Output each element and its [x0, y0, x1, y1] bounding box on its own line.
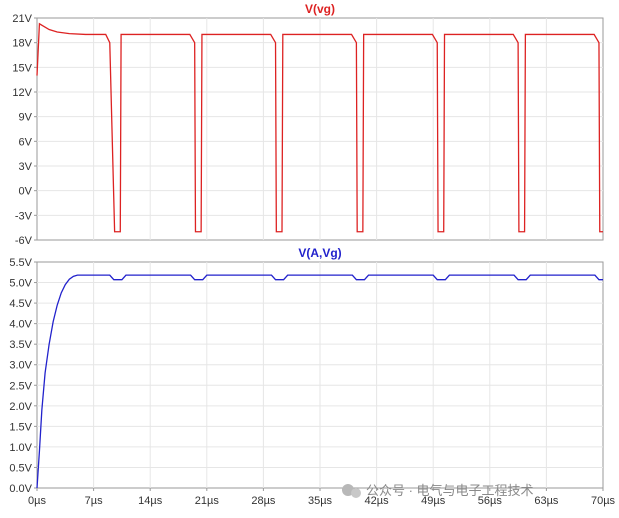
y-tick-label: 1.0V: [9, 442, 32, 454]
bottom-y-tick-labels: 5.5V 5.0V 4.5V 4.0V 3.5V 3.0V 2.5V 2.0V 1.5V 1.0V…: [9, 257, 37, 495]
y-tick-label: 5.5V: [9, 257, 32, 269]
bottom-panel-title: V(A,Vg): [298, 246, 341, 260]
watermark-text: 公众号 · 电气与电子工程技术: [366, 483, 534, 498]
bottom-grid: [37, 262, 603, 488]
x-tick-label: 7µs: [85, 495, 103, 507]
y-tick-label: 1.5V: [9, 421, 32, 433]
y-tick-label: -3V: [15, 210, 33, 222]
top-y-tick-labels: 21V 18V 15V 12V 9V 6V 3V 0V -3V -6V: [12, 13, 37, 247]
top-grid: [37, 18, 603, 240]
x-tick-label: 42µs: [365, 495, 390, 507]
panel-a-vg: 5.5V 5.0V 4.5V 4.0V 3.5V 3.0V 2.5V 2.0V 1.5V 1.0V…: [9, 246, 615, 507]
x-tick-label: 63µs: [534, 495, 559, 507]
y-tick-label: 5.0V: [9, 278, 32, 290]
y-tick-label: 2.0V: [9, 401, 32, 413]
x-tick-label: 70µs: [591, 495, 616, 507]
y-tick-label: 0.0V: [9, 483, 32, 495]
x-tick-label: 0µs: [28, 495, 46, 507]
y-tick-label: 3V: [19, 161, 33, 173]
y-tick-label: 3.0V: [9, 360, 32, 372]
x-tick-label: 49µs: [421, 495, 446, 507]
y-tick-label: 4.0V: [9, 319, 32, 331]
y-tick-label: 9V: [19, 112, 33, 124]
y-tick-label: 21V: [12, 13, 32, 25]
x-tick-label: 14µs: [138, 495, 163, 507]
y-tick-label: 6V: [19, 136, 33, 148]
y-tick-label: 18V: [12, 38, 32, 50]
bottom-x-tick-labels: 0µs 7µs 14µs 21µs 28µs 35µs 42µs 49µs 56µs 63µs 70…: [28, 488, 616, 507]
y-tick-label: 3.5V: [9, 339, 32, 351]
panel-vg: 21V 18V 15V 12V 9V 6V 3V 0V -3V -6V V(vg): [12, 2, 604, 247]
y-tick-label: -6V: [15, 235, 33, 247]
x-tick-label: 28µs: [251, 495, 276, 507]
x-tick-label: 35µs: [308, 495, 333, 507]
a-vg-trace: [36, 274, 603, 489]
y-tick-label: 2.5V: [9, 380, 32, 392]
y-tick-label: 4.5V: [9, 298, 32, 310]
y-tick-label: 15V: [12, 62, 32, 74]
wechat-icon-bubble: [351, 488, 361, 498]
x-tick-label: 21µs: [195, 495, 220, 507]
y-tick-label: 0V: [19, 186, 33, 198]
watermark: 公众号 · 电气与电子工程技术: [342, 483, 534, 498]
y-tick-label: 12V: [12, 87, 32, 99]
x-tick-label: 56µs: [478, 495, 503, 507]
vg-trace: [36, 22, 603, 233]
y-tick-label: 0.5V: [9, 462, 32, 474]
top-panel-title: V(vg): [305, 2, 335, 16]
